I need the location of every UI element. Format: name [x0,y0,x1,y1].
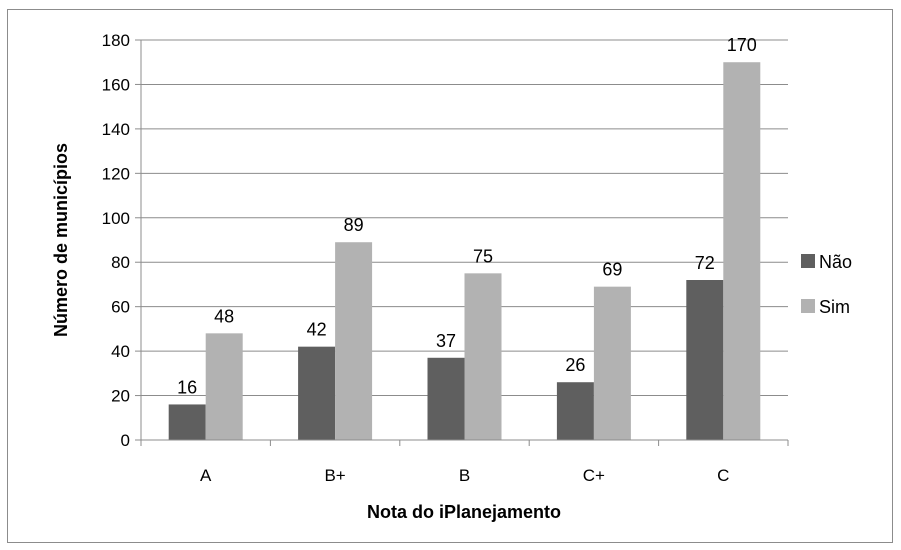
y-tick-label: 120 [102,164,130,183]
x-tick-label: B [459,466,470,485]
data-label: 37 [436,331,456,351]
y-tick-label: 80 [111,253,130,272]
data-label: 89 [344,215,364,235]
bar-sim [205,333,243,440]
data-label: 170 [727,35,757,55]
x-tick-label: A [200,466,212,485]
data-label: 72 [695,253,715,273]
bars [168,62,761,440]
y-tick-label: 40 [111,342,130,361]
x-tick-label: C+ [583,466,605,485]
y-tick-label: 180 [102,31,130,50]
data-label: 42 [307,320,327,340]
bar-nao [298,346,336,440]
x-tick-label: C [717,466,729,485]
data-label: 16 [177,377,197,397]
y-axis-title: Número de municípios [51,143,71,337]
y-tick-label: 160 [102,75,130,94]
bar-sim [464,273,502,440]
gridlines [141,39,788,397]
legend-label: Não [819,252,852,272]
y-tick-label: 140 [102,120,130,139]
legend: Não Sim [801,252,852,317]
y-tick-label: 100 [102,209,130,228]
data-labels: 16 48 42 89 37 75 26 69 72 170 [177,35,757,397]
x-axis-title: Nota do iPlanejamento [367,502,561,522]
y-tick-label: 0 [121,431,130,450]
bar-nao [686,280,724,440]
data-label: 69 [602,260,622,280]
bar-sim [335,242,373,440]
axes: 0 20 40 60 80 100 120 140 160 180 A B+ B C+ C [102,31,789,485]
legend-label: Sim [819,297,850,317]
y-tick-label: 60 [111,298,130,317]
bar-nao [168,404,206,440]
bar-sim [723,62,761,440]
y-tick-label: 20 [111,387,130,406]
legend-swatch [801,254,815,268]
data-label: 48 [214,306,234,326]
bar-nao [556,382,594,440]
x-tick-label: B+ [324,466,345,485]
data-label: 75 [473,246,493,266]
bar-sim [593,286,631,440]
data-label: 26 [565,355,585,375]
legend-swatch [801,299,815,313]
bar-nao [427,357,465,440]
